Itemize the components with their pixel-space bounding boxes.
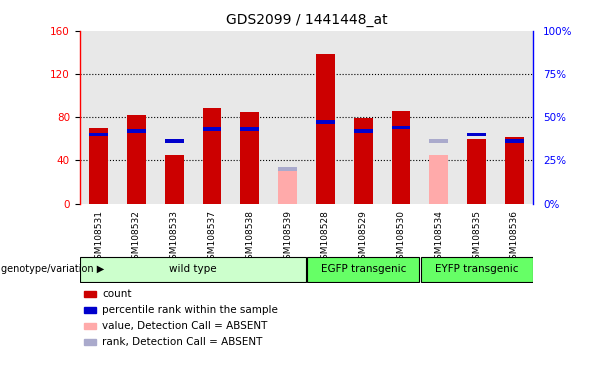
Bar xyxy=(354,129,373,133)
Text: count: count xyxy=(102,289,132,299)
Bar xyxy=(505,137,524,204)
Bar xyxy=(467,132,486,136)
Text: EGFP transgenic: EGFP transgenic xyxy=(321,264,406,274)
Bar xyxy=(354,118,373,204)
Bar xyxy=(127,115,146,204)
Text: EYFP transgenic: EYFP transgenic xyxy=(435,264,519,274)
Bar xyxy=(392,126,411,129)
Bar xyxy=(505,139,524,143)
Bar xyxy=(392,111,411,204)
Bar xyxy=(307,257,419,281)
Bar xyxy=(316,55,335,204)
Bar xyxy=(89,128,108,204)
Bar xyxy=(240,112,259,204)
Bar xyxy=(429,155,448,204)
Bar xyxy=(165,139,184,143)
Bar xyxy=(316,121,335,124)
Text: genotype/variation ▶: genotype/variation ▶ xyxy=(1,264,104,274)
Bar xyxy=(467,139,486,204)
Bar xyxy=(127,129,146,133)
Bar xyxy=(278,167,297,171)
Bar xyxy=(89,132,108,136)
Text: rank, Detection Call = ABSENT: rank, Detection Call = ABSENT xyxy=(102,337,263,347)
Text: wild type: wild type xyxy=(169,264,217,274)
Bar xyxy=(84,323,96,329)
Title: GDS2099 / 1441448_at: GDS2099 / 1441448_at xyxy=(226,13,387,27)
Bar xyxy=(202,109,221,204)
Bar xyxy=(165,155,184,204)
Bar xyxy=(80,257,306,281)
Text: percentile rank within the sample: percentile rank within the sample xyxy=(102,305,278,315)
Bar xyxy=(84,339,96,345)
Bar xyxy=(84,307,96,313)
Bar xyxy=(421,257,533,281)
Bar xyxy=(240,127,259,131)
Text: value, Detection Call = ABSENT: value, Detection Call = ABSENT xyxy=(102,321,268,331)
Bar xyxy=(202,127,221,131)
Bar xyxy=(84,291,96,297)
Bar xyxy=(429,139,448,143)
Bar xyxy=(278,171,297,204)
